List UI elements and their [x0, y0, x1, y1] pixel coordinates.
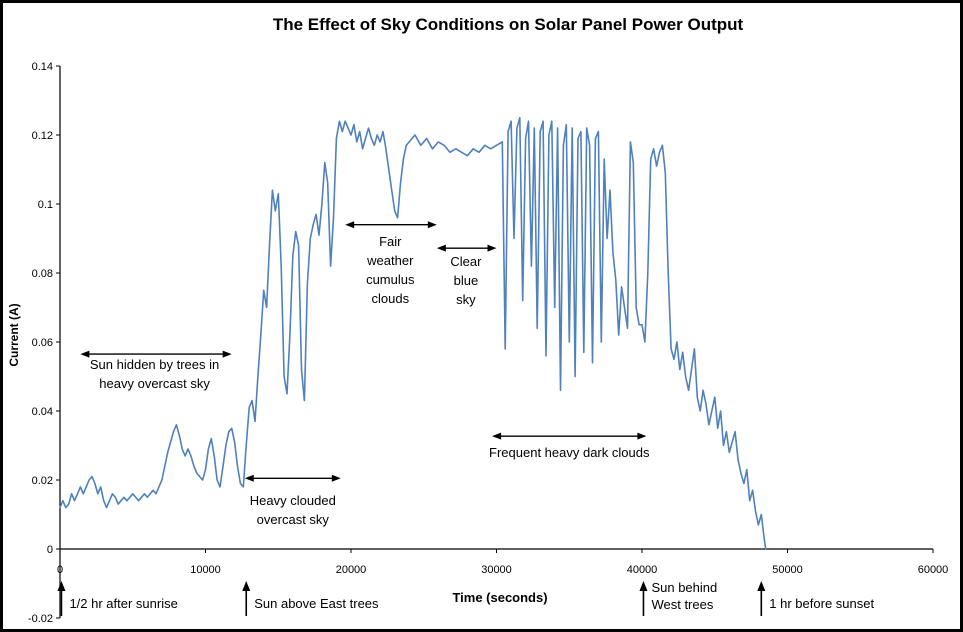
- event-arrowhead-half-hr-after-sunrise: [57, 581, 66, 591]
- x-tick-label: 60000: [918, 564, 949, 576]
- y-tick-label: 0.12: [32, 130, 53, 142]
- y-tick-label: 0.04: [32, 406, 53, 418]
- range-arrowhead-left-sun-hidden-by-trees: [80, 350, 90, 358]
- y-tick-label: 0.02: [32, 475, 53, 487]
- x-tick-label: 10000: [190, 564, 221, 576]
- x-tick-label: 30000: [481, 564, 512, 576]
- x-tick-label: 40000: [627, 564, 658, 576]
- y-tick-label: 0.14: [32, 61, 53, 73]
- event-arrowhead-one-hr-before-sunset: [757, 581, 766, 591]
- range-arrowhead-right-fair-weather-cumulus-clouds: [427, 221, 437, 229]
- range-arrowhead-right-frequent-heavy-dark-clouds: [637, 432, 647, 440]
- range-arrowhead-left-heavy-clouded-overcast-sky: [244, 474, 254, 482]
- event-arrowhead-sun-above-east-trees: [242, 581, 251, 591]
- y-tick-label: 0: [47, 544, 53, 556]
- y-tick-label: 0.08: [32, 268, 53, 280]
- range-arrowhead-left-clear-blue-sky: [436, 244, 446, 252]
- event-arrowhead-sun-behind-west-trees: [639, 581, 648, 591]
- x-tick-label: 0: [57, 564, 63, 576]
- current-series-line: [59, 117, 767, 550]
- y-tick-label: 0.06: [32, 337, 53, 349]
- y-tick-label: -0.02: [28, 613, 53, 625]
- y-tick-label: 0.1: [38, 199, 53, 211]
- range-arrowhead-right-sun-hidden-by-trees: [222, 350, 232, 358]
- range-arrowhead-right-clear-blue-sky: [487, 244, 497, 252]
- range-arrowhead-left-frequent-heavy-dark-clouds: [492, 432, 502, 440]
- x-tick-label: 50000: [772, 564, 803, 576]
- x-tick-label: 20000: [336, 564, 367, 576]
- chart-title: The Effect of Sky Conditions on Solar Pa…: [272, 15, 744, 34]
- range-arrowhead-right-heavy-clouded-overcast-sky: [331, 474, 341, 482]
- range-arrowhead-left-fair-weather-cumulus-clouds: [345, 221, 355, 229]
- plot-area: -0.02 0 0.02 0.04 0.06 0.08 0.1 0.12 0.14 0 10000 2…: [28, 61, 949, 625]
- x-axis-title: Time (seconds): [452, 590, 548, 605]
